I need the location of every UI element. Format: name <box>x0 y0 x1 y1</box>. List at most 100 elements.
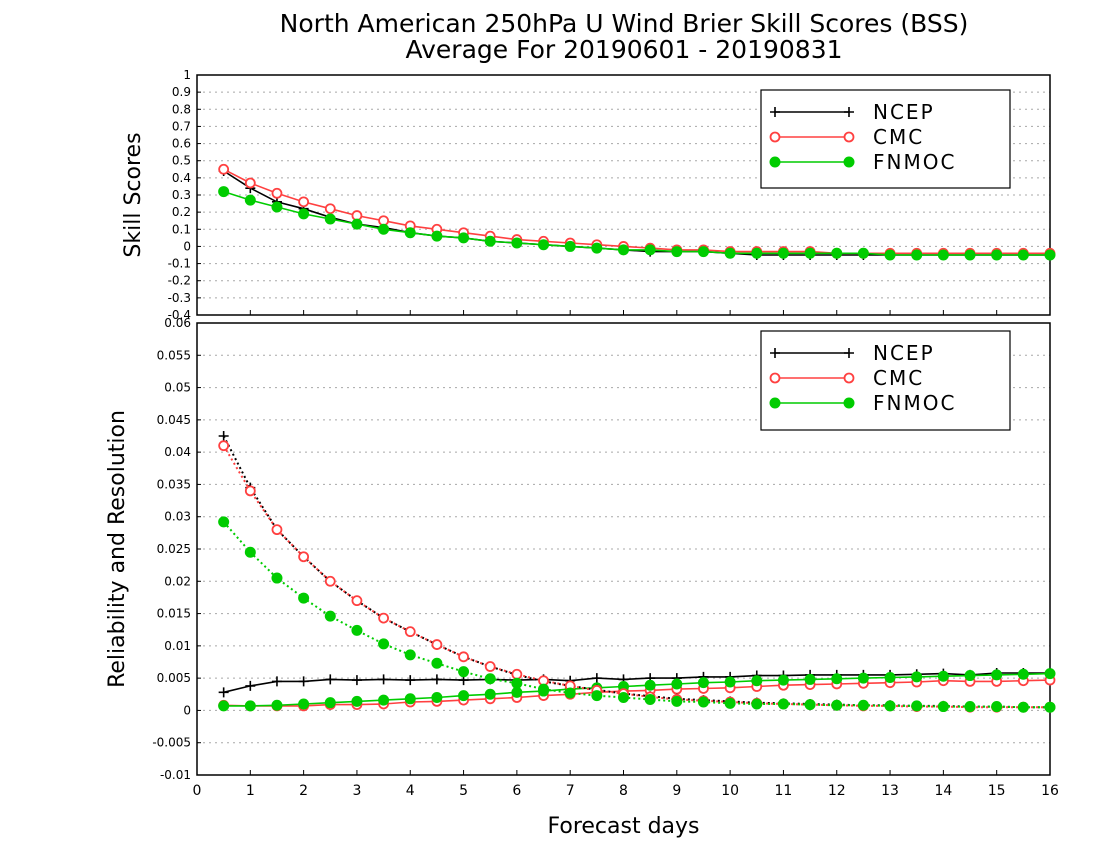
cmc-resolution-data-point <box>431 639 443 650</box>
ncep-reliability-data-point <box>271 676 282 687</box>
fnmoc-data-point <box>404 227 416 239</box>
fnmoc-reliability-data-point <box>1044 668 1056 680</box>
fnmoc-resolution-data-point <box>511 677 523 689</box>
y-tick-label: 0.035 <box>157 477 191 491</box>
x-tick-label: 9 <box>672 783 681 799</box>
y-tick-label: 0.6 <box>172 137 191 151</box>
legend-marker <box>769 131 781 143</box>
fnmoc-data-point <box>644 244 656 256</box>
fnmoc-data-point <box>458 232 470 244</box>
legend-marker <box>844 107 854 117</box>
legend-box <box>760 89 1011 189</box>
cmc-data-point <box>298 196 310 208</box>
legend-label-fnmoc: FNMOC <box>873 150 956 174</box>
fnmoc-resolution-data-point <box>244 546 256 558</box>
fnmoc-data-point <box>671 246 683 258</box>
legend-marker <box>770 348 780 358</box>
fnmoc-resolution-data-point <box>431 657 443 669</box>
cmc-resolution-data-point <box>458 651 469 663</box>
y-tick-label: 0 <box>183 239 191 253</box>
x-tick-label: 10 <box>721 783 739 799</box>
fnmoc-reliability-data-point <box>1017 668 1029 680</box>
fnmoc-resolution-data-point <box>804 699 816 711</box>
fnmoc-resolution-data-point <box>1017 701 1029 713</box>
legend-label-cmc: CMC <box>873 125 924 149</box>
legend-marker <box>769 156 781 168</box>
fnmoc-resolution-data-point <box>378 638 390 650</box>
ncep-reliability-data-point <box>218 687 229 698</box>
fnmoc-resolution-data-point <box>911 700 923 712</box>
fnmoc-data-point <box>777 247 789 259</box>
fnmoc-data-point <box>697 246 709 258</box>
fnmoc-resolution-data-point <box>964 701 976 713</box>
x-tick-label: 1 <box>246 783 255 799</box>
x-tick-label: 16 <box>1041 783 1059 799</box>
x-tick-label: 5 <box>459 783 468 799</box>
y-tick-label: 0.055 <box>157 348 191 362</box>
y-tick-label: -0.1 <box>168 257 191 271</box>
y-tick-label: -0.2 <box>168 274 191 288</box>
fnmoc-reliability-data-point <box>751 675 763 687</box>
fnmoc-resolution-data-point <box>644 693 656 705</box>
cmc-resolution-data-point <box>244 485 256 497</box>
fnmoc-data-point <box>964 249 976 261</box>
fnmoc-resolution-data-point <box>884 700 896 712</box>
legend-marker <box>770 107 780 117</box>
y-tick-label: 0.2 <box>172 205 191 219</box>
fnmoc-data-point <box>431 230 443 242</box>
y-tick-label: -0.01 <box>160 768 191 782</box>
ncep-reliability-data-point <box>298 676 309 687</box>
y-tick-label: -0.005 <box>152 736 191 750</box>
fnmoc-reliability-data-point <box>937 670 949 682</box>
cmc-resolution-data-point <box>404 626 416 638</box>
y-tick-label: 0.015 <box>157 607 191 621</box>
fnmoc-resolution-data-point <box>484 673 496 685</box>
cmc-resolution-data-point <box>511 668 523 680</box>
fnmoc-data-point <box>538 239 550 251</box>
fnmoc-resolution-data-point <box>271 572 283 584</box>
fnmoc-reliability-data-point <box>724 676 736 688</box>
cmc-data-point <box>324 203 336 215</box>
fnmoc-reliability-data-point <box>351 695 363 707</box>
fnmoc-data-point <box>351 218 363 230</box>
x-tick-label: 12 <box>828 783 846 799</box>
fnmoc-data-point <box>244 194 256 206</box>
fnmoc-resolution-data-point <box>1044 701 1056 713</box>
legend-label-fnmoc: FNMOC <box>873 391 956 415</box>
fnmoc-resolution-data-point <box>671 695 683 707</box>
fnmoc-data-point <box>804 247 816 259</box>
fnmoc-resolution-data-point <box>991 701 1003 713</box>
legend-label-cmc: CMC <box>873 366 924 390</box>
ncep-reliability-data-point <box>431 674 442 685</box>
fnmoc-resolution-data-point <box>724 697 736 709</box>
cmc-data-point <box>218 163 230 175</box>
cmc-resolution-data-point <box>484 661 496 672</box>
cmc-resolution-data-point <box>298 551 310 563</box>
fnmoc-reliability-data-point <box>298 698 310 710</box>
x-tick-label: 6 <box>512 783 521 799</box>
cmc-resolution-data-point <box>324 575 336 587</box>
y-tick-label: 1 <box>183 68 191 82</box>
x-tick-label: 4 <box>406 783 415 799</box>
fnmoc-reliability-data-point <box>644 679 656 691</box>
x-tick-label: 15 <box>988 783 1006 799</box>
ncep-reliability-data-point <box>405 675 416 686</box>
cmc-resolution-data-point <box>218 440 230 452</box>
x-tick-label: 3 <box>352 783 361 799</box>
chart-title-line-1: North American 250hPa U Wind Brier Skill… <box>280 9 969 38</box>
skill-scores-panel: 1 0.9 0.8 0.7 0.6 0.5 0.4 0.3 0.2 0.1 0 -0.1 -0.2 -0.… <box>121 68 1056 322</box>
y-tick-label: 0.4 <box>172 171 191 185</box>
y-tick-label: 0.7 <box>172 119 191 133</box>
fnmoc-reliability-data-point <box>458 690 470 702</box>
fnmoc-resolution-data-point <box>937 701 949 713</box>
fnmoc-reliability-data-point <box>271 699 283 711</box>
fnmoc-resolution-data-point <box>618 692 629 704</box>
y-axis-title: Skill Scores <box>121 132 146 257</box>
legend-label-ncep: NCEP <box>873 100 935 124</box>
y-tick-label: 0.05 <box>164 381 191 395</box>
y-tick-label: 0.9 <box>172 85 191 99</box>
fnmoc-reliability-data-point <box>697 677 709 689</box>
x-tick-label: 2 <box>299 783 308 799</box>
fnmoc-resolution-data-point <box>298 592 310 604</box>
